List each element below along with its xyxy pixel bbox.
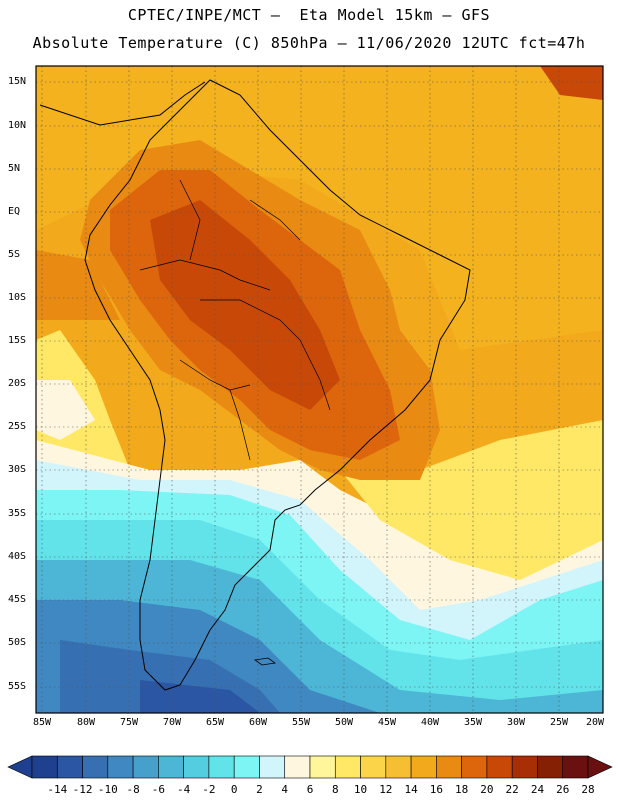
colorbar-swatch [562,755,589,779]
colorbar-tick-label: 14 [404,783,418,796]
colorbar-swatch [537,755,564,779]
lat-label: 5N [8,163,21,174]
lon-label: 20W [585,717,605,728]
lon-label: 25W [549,717,569,728]
lat-label: 10S [8,292,27,303]
colorbar-tick-label: 8 [331,783,339,796]
colorbar-tick-label: -2 [202,783,216,796]
map-border [35,65,604,714]
colorbar-tick-label: 0 [230,783,238,796]
colorbar-swatch [259,755,286,779]
colorbar-tick-label: -4 [177,783,191,796]
lon-label: 60W [248,717,268,728]
colorbar-swatch [309,755,336,779]
colorbar-swatch [233,755,260,779]
colorbar-tick-label: 24 [530,783,545,796]
colorbar-swatch [334,755,361,779]
lat-label: 15S [8,335,27,346]
lon-label: 75W [119,717,139,728]
colorbar-swatch [208,755,235,779]
map-title-line-1: CPTEC/INPE/MCT – Eta Model 15km – GFS [127,6,491,24]
south-america-coastline [84,79,471,691]
colorbar-swatch [461,755,488,779]
colorbar-swatch [410,755,437,779]
lat-label: 35S [8,508,27,519]
colorbar-tick-label: -14 [47,783,68,796]
colorbar-swatch [158,755,184,779]
colorbar-tick-label: 6 [306,783,314,796]
colorbar-tick-label: -12 [72,783,93,796]
colorbar-tick-label: 4 [281,783,289,796]
colorbar-tick-label: 18 [455,783,469,796]
colorbar-tick-label: 2 [256,783,263,796]
colorbar-swatch [82,755,109,779]
colorbar-high-arrow [587,755,613,779]
lat-label: 15N [8,76,27,87]
lon-label: 65W [205,717,225,728]
lat-label: 50S [8,637,27,648]
colorbar-tick-label: -10 [97,783,118,796]
colorbar-swatch [56,755,83,779]
lon-label: 70W [162,717,182,728]
colorbar-swatch [486,755,513,779]
lon-label: 85W [32,717,52,728]
colorbar-swatch [511,755,538,779]
colorbar-swatch [107,755,134,779]
colorbar-tick-label: 28 [581,783,595,796]
lon-label: 50W [334,717,354,728]
colorbar-swatch [132,755,159,779]
lon-label: 30W [506,717,526,728]
lat-label: 40S [8,551,27,562]
colorbar-tick-label: 16 [429,783,443,796]
lat-label: 5S [8,249,21,260]
lat-label: 20S [8,378,27,389]
colorbar [7,755,613,779]
colorbar-tick-label: 22 [505,783,519,796]
colorbar-swatch [436,755,462,779]
colorbar-tick-label: 10 [353,783,368,796]
colorbar-tick-label: 20 [480,783,494,796]
colorbar-swatch [284,755,311,779]
lon-label: 55W [291,717,311,728]
colorbar-swatch [385,755,412,779]
lon-label: 45W [377,717,397,728]
lon-label: 35W [463,717,483,728]
lat-label: 30S [8,464,27,475]
lat-label: 25S [8,421,27,432]
lon-label: 40W [420,717,440,728]
colorbar-low-arrow [7,755,33,779]
lat-label: 55S [8,681,27,692]
colorbar-tick-label: -8 [126,783,140,796]
colorbar-tick-label: -6 [151,783,165,796]
colorbar-tick-label: 12 [379,783,393,796]
colorbar-tick-label: 26 [556,783,570,796]
colorbar-swatch [31,755,58,779]
map-title-line-2: Absolute Temperature (C) 850hPa – 11/06/… [32,34,586,52]
colorbar-swatch [360,755,387,779]
colorbar-swatch [183,755,210,779]
lon-label: 80W [76,717,96,728]
lat-label: 10N [8,120,27,131]
lat-label: 45S [8,594,27,605]
temperature-field [36,66,603,713]
lat-label: EQ [8,206,21,217]
